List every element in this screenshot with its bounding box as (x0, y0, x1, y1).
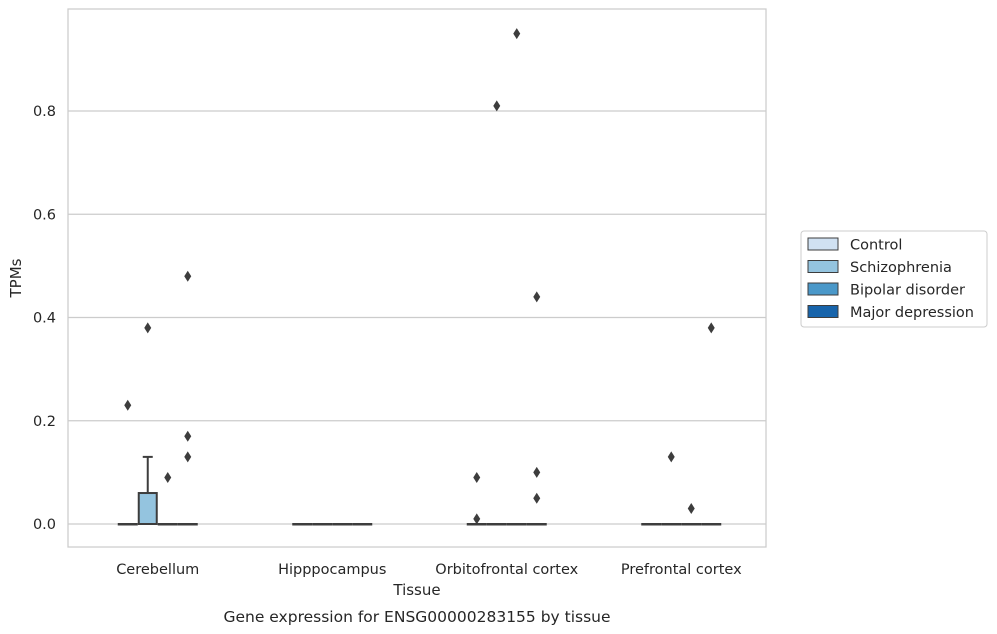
legend-label: Major depression (850, 305, 974, 321)
box-major-depression (177, 270, 198, 526)
box-major-depression (526, 291, 547, 526)
plot-frame (67, 8, 767, 548)
outlier-point (473, 513, 481, 525)
box-major-depression (352, 523, 373, 526)
box-schizophrenia (312, 523, 333, 526)
x-tick-label: Cerebellum (116, 562, 199, 578)
legend-label: Control (850, 238, 902, 254)
outlier-point (533, 492, 541, 504)
box-control (466, 472, 487, 526)
grid-lines (68, 110, 766, 525)
y-tick-label: 0.8 (33, 104, 56, 120)
outlier-point (667, 451, 675, 463)
y-axis-ticks: 0.0 0.2 0.4 0.6 0.8 (33, 104, 56, 533)
outlier-point (707, 322, 715, 334)
box-bipolar-disorder (506, 28, 527, 526)
legend-swatch (807, 260, 839, 273)
legend-swatch (807, 282, 839, 296)
box-bipolar-disorder (157, 472, 178, 526)
box-bipolar-disorder (681, 503, 702, 526)
legend-label: Schizophrenia (850, 260, 952, 276)
outlier-point (184, 430, 192, 442)
box-major-depression (701, 322, 722, 526)
outlier-point (493, 100, 501, 112)
x-tick-label: Hipppocampus (278, 562, 386, 578)
x-axis-label: Tissue (392, 581, 440, 599)
box-control (117, 399, 138, 526)
legend-label: Bipolar disorder (850, 283, 965, 299)
legend-swatch (807, 305, 839, 318)
outlier-point (533, 291, 541, 303)
box-body (137, 492, 158, 525)
outlier-point (513, 28, 521, 40)
outlier-point (164, 472, 172, 484)
outlier-point (184, 270, 192, 282)
y-axis-label: TPMs (7, 258, 25, 298)
y-tick-label: 0.6 (33, 207, 56, 223)
chart-caption: Gene expression for ENSG00000283155 by t… (223, 608, 610, 626)
x-tick-label: Prefrontal cortex (621, 562, 742, 578)
y-tick-label: 0.2 (33, 414, 56, 430)
legend-swatch (807, 237, 839, 251)
legend: Control Schizophrenia Bipolar disorder Majo… (800, 230, 988, 328)
outlier-point (473, 472, 481, 484)
box-marks (117, 28, 722, 526)
legend-frame (800, 230, 988, 328)
outlier-point (687, 503, 695, 515)
y-tick-label: 0.0 (33, 517, 56, 533)
box-bipolar-disorder (332, 523, 353, 526)
box-schizophrenia (661, 451, 682, 526)
x-tick-label: Orbitofrontal cortex (435, 562, 578, 578)
y-tick-label: 0.4 (33, 311, 56, 327)
x-axis-ticks: Cerebellum Hipppocampus Orbitofrontal cort… (116, 562, 742, 578)
box-control (292, 523, 313, 526)
box-schizophrenia (137, 322, 158, 525)
box-control (641, 523, 662, 526)
outlier-point (533, 466, 541, 478)
outlier-point (184, 451, 192, 463)
outlier-point (144, 322, 152, 334)
outlier-point (124, 399, 132, 411)
box-schizophrenia (486, 100, 507, 526)
